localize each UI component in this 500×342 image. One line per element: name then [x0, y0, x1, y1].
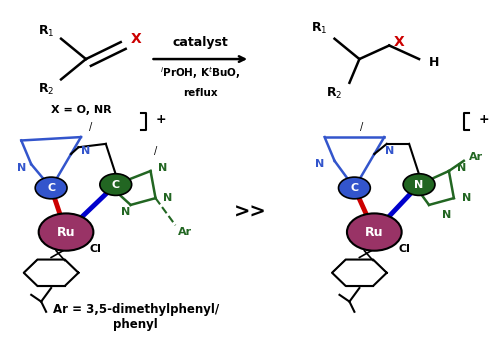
Circle shape — [338, 177, 370, 199]
Text: +: + — [478, 113, 490, 126]
Text: X = O, NR: X = O, NR — [50, 105, 112, 115]
Text: Ru: Ru — [57, 226, 76, 239]
Circle shape — [35, 177, 67, 199]
Circle shape — [347, 213, 402, 251]
Text: /: / — [90, 122, 92, 132]
Text: N: N — [442, 210, 451, 220]
Text: N: N — [456, 162, 466, 173]
Text: Ar: Ar — [178, 227, 192, 237]
Text: $^i$PrOH, K$^t$BuO,: $^i$PrOH, K$^t$BuO, — [160, 65, 240, 80]
Text: R$_1$: R$_1$ — [312, 21, 328, 36]
Text: C: C — [47, 183, 55, 193]
Text: X: X — [394, 35, 404, 49]
Text: N: N — [462, 193, 471, 203]
Text: N: N — [16, 162, 26, 173]
Circle shape — [100, 174, 132, 195]
Text: catalyst: catalyst — [172, 36, 228, 49]
Text: C: C — [112, 180, 120, 189]
Text: C: C — [350, 183, 358, 193]
Text: N: N — [414, 180, 424, 189]
Text: X: X — [130, 32, 141, 46]
Text: N: N — [384, 146, 394, 156]
Text: N: N — [82, 146, 90, 156]
Text: N: N — [315, 159, 324, 169]
Text: N: N — [121, 207, 130, 217]
Circle shape — [38, 213, 94, 251]
Text: /: / — [360, 122, 364, 132]
Text: Ru: Ru — [365, 226, 384, 239]
Text: R$_1$: R$_1$ — [38, 24, 54, 39]
Text: N: N — [164, 193, 172, 203]
Circle shape — [403, 174, 435, 195]
Text: R$_2$: R$_2$ — [326, 86, 342, 101]
Text: R$_2$: R$_2$ — [38, 82, 54, 97]
Text: +: + — [156, 113, 166, 126]
Text: Ar: Ar — [469, 153, 484, 162]
Text: Ar = 3,5-dimethylphenyl/
phenyl: Ar = 3,5-dimethylphenyl/ phenyl — [52, 303, 218, 331]
Text: reflux: reflux — [183, 88, 218, 98]
Text: N: N — [158, 162, 168, 173]
Text: H: H — [429, 56, 439, 69]
Text: /: / — [154, 146, 157, 156]
Text: Cl: Cl — [398, 244, 410, 254]
Text: >>: >> — [234, 202, 266, 221]
Text: Cl: Cl — [90, 244, 102, 254]
